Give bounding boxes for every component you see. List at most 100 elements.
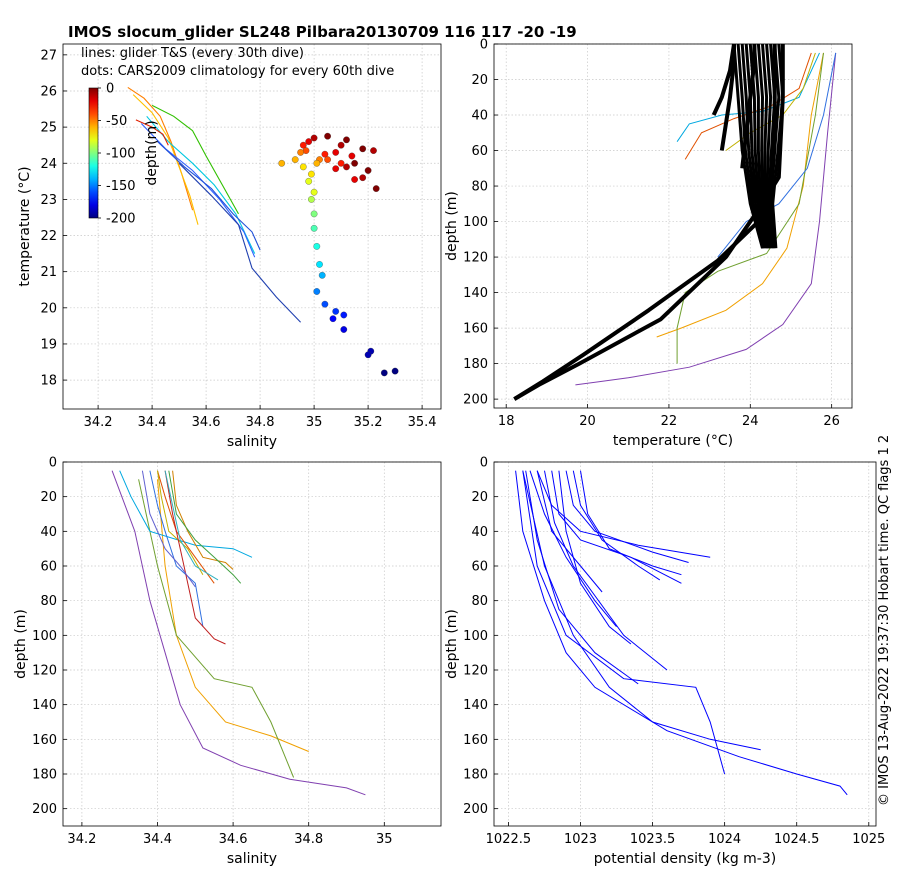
x-tick-label: 34.2 xyxy=(84,415,113,430)
y-tick-label: 180 xyxy=(463,357,488,372)
y-tick-label: 140 xyxy=(32,698,57,713)
climatology-dot xyxy=(343,136,350,144)
climatology-temp-profile xyxy=(744,43,768,249)
x-tick-label: 20 xyxy=(579,414,596,429)
y-tick-label: 120 xyxy=(463,664,488,679)
y-tick-label: 21 xyxy=(40,265,57,280)
x-tick-label: 34.6 xyxy=(219,832,248,847)
y-tick-label: 40 xyxy=(471,525,488,540)
climatology-temp-profile xyxy=(765,43,774,249)
x-tick-label: 34.8 xyxy=(246,415,275,430)
colorbar-tick-label: -100 xyxy=(106,147,136,162)
x-axis-label: temperature (°C) xyxy=(613,433,733,449)
climatology-dot xyxy=(310,134,318,142)
y-tick-label: 18 xyxy=(40,374,57,389)
y-tick-label: 22 xyxy=(40,229,57,244)
colorbar-tick-label: -150 xyxy=(106,179,136,194)
climatology-temp-profile xyxy=(771,43,785,249)
climatology-dot xyxy=(340,311,348,319)
glider-density-profile xyxy=(544,470,668,671)
x-tick-label: 1022.5 xyxy=(486,832,532,847)
climatology-dot xyxy=(329,315,337,323)
y-tick-label: 120 xyxy=(32,664,57,679)
climatology-temp-profile xyxy=(756,43,772,249)
axes-frame xyxy=(493,461,877,827)
y-tick-label: 27 xyxy=(40,48,57,63)
glider-density-profile xyxy=(580,470,682,576)
glider-ts-line xyxy=(132,94,199,225)
y-axis-label: depth (m) xyxy=(444,191,460,261)
y-tick-label: 40 xyxy=(40,525,57,540)
climatology-temp-profile xyxy=(761,43,773,249)
glider-ts-line xyxy=(157,141,261,251)
climatology-temp-profile xyxy=(732,43,764,249)
y-tick-label: 23 xyxy=(40,193,57,208)
colorbar-tick-label: -50 xyxy=(106,114,127,129)
x-tick-label: 35 xyxy=(306,415,323,430)
axes-frame xyxy=(493,43,853,409)
climatology-dot xyxy=(297,149,304,156)
climatology-dot xyxy=(391,367,399,375)
climatology-temp-profile xyxy=(769,43,781,249)
glider-density-profile xyxy=(558,470,632,645)
y-axis-label: temperature (°C) xyxy=(17,166,33,286)
x-tick-label: 1025 xyxy=(852,832,885,847)
y-tick-label: 80 xyxy=(40,594,57,609)
climatology-dot xyxy=(321,150,329,158)
x-tick-label: 1024 xyxy=(708,832,741,847)
y-tick-label: 200 xyxy=(463,393,488,408)
glider-temp-profile xyxy=(656,52,824,338)
climatology-dot xyxy=(332,165,340,173)
annotation-dots: dots: CARS2009 climatology for every 60t… xyxy=(81,64,394,79)
y-tick-label: 60 xyxy=(40,560,57,575)
plot-area xyxy=(63,44,441,409)
climatology-dot xyxy=(324,132,331,140)
glider-density-profile xyxy=(536,470,711,558)
climatology-dot xyxy=(337,141,345,149)
x-tick-label: 1023.5 xyxy=(630,832,676,847)
y-tick-label: 0 xyxy=(480,456,488,471)
y-tick-label: 100 xyxy=(463,215,488,230)
glider-temp-profile xyxy=(717,52,837,258)
depth-density-panel: 1022.5 1023 1023.5 1024 1024.5 1025 0 20 40 60 80 1… xyxy=(444,456,885,868)
y-tick-label: 60 xyxy=(471,144,488,159)
climatology-temp-profile xyxy=(767,43,777,249)
y-axis-label: depth (m) xyxy=(444,609,460,679)
climatology-dot xyxy=(332,149,340,156)
y-tick-label: 180 xyxy=(32,768,57,783)
y-tick-label: 80 xyxy=(471,594,488,609)
y-tick-label: 120 xyxy=(463,251,488,266)
y-tick-label: 19 xyxy=(40,337,57,352)
glider-salinity-profile xyxy=(164,470,219,581)
glider-temp-profile xyxy=(575,52,837,386)
climatology-dot xyxy=(310,188,318,196)
glider-density-profile xyxy=(522,470,726,775)
x-tick-label: 34.4 xyxy=(138,415,167,430)
x-tick-label: 24 xyxy=(742,414,759,429)
y-tick-label: 20 xyxy=(40,490,57,505)
glider-ts-line xyxy=(178,162,301,323)
x-tick-label: 22 xyxy=(661,414,678,429)
x-tick-label: 34.8 xyxy=(294,832,323,847)
glider-salinity-profile xyxy=(157,470,204,575)
y-axis-label: depth (m) xyxy=(13,609,29,679)
figure-title: IMOS slocum_glider SL248 Pilbara20130709… xyxy=(68,23,577,41)
glider-density-profile xyxy=(525,470,639,685)
depth-temperature-panel: 18 20 22 24 26 0 20 40 60 80 100 120 140 160 180 200 tem… xyxy=(444,38,853,449)
glider-density-profile xyxy=(572,470,661,581)
y-tick-label: 60 xyxy=(471,560,488,575)
y-tick-label: 100 xyxy=(32,629,57,644)
climatology-dot xyxy=(299,163,307,171)
x-tick-label: 35 xyxy=(376,832,393,847)
climatology-dot xyxy=(291,156,299,163)
y-tick-label: 160 xyxy=(32,733,57,748)
climatology-dot xyxy=(313,243,321,250)
climatology-dot xyxy=(364,167,372,174)
glider-temp-profile xyxy=(676,52,824,364)
glider-density-profile xyxy=(515,470,848,796)
glider-density-profile xyxy=(551,470,682,584)
climatology-dot xyxy=(337,159,345,167)
x-tick-label: 35.4 xyxy=(408,415,437,430)
glider-salinity-profile xyxy=(138,479,295,778)
